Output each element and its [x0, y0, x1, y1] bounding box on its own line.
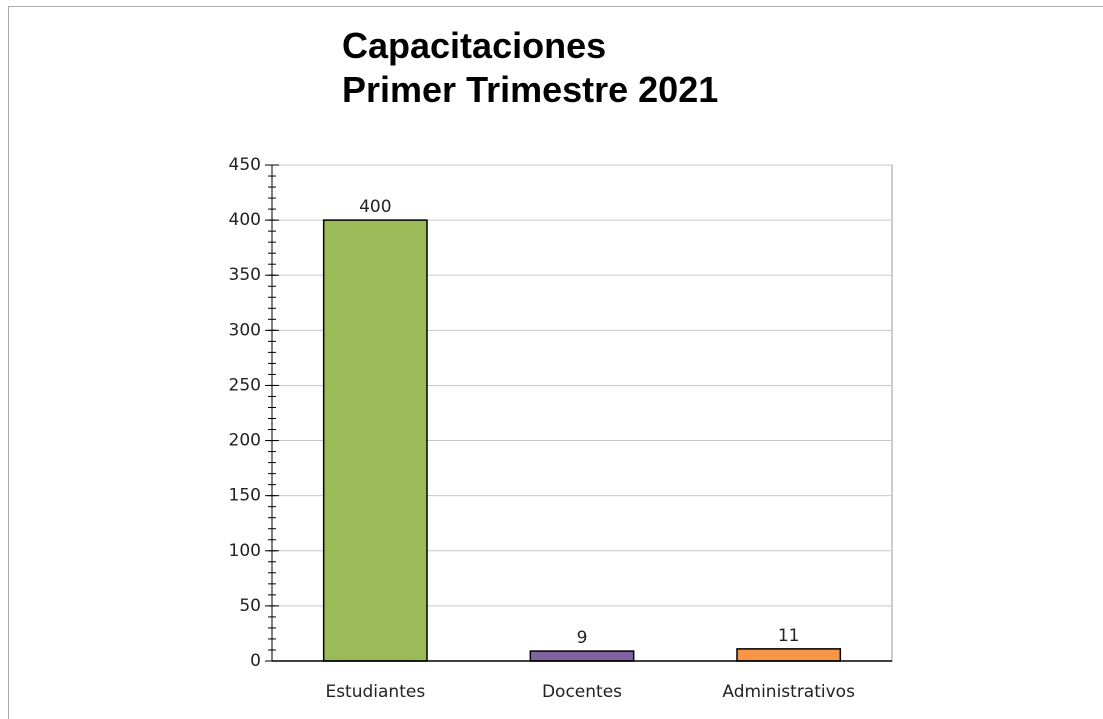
x-tick-label: Administrativos: [722, 682, 855, 702]
chart-title: Capacitaciones: [342, 25, 606, 66]
x-tick-label: Estudiantes: [325, 682, 425, 702]
y-tick-label: 300: [229, 320, 261, 340]
y-tick-label: 100: [229, 541, 261, 561]
bar: [322, 219, 428, 662]
y-tick-label: 450: [229, 155, 261, 175]
y-tick-label: 50: [239, 596, 261, 616]
value-label: 11: [778, 626, 800, 646]
frame: [8, 6, 1103, 719]
bar: [529, 650, 635, 662]
value-label: 400: [359, 197, 391, 217]
bar: [736, 648, 842, 662]
y-tick-label: 400: [229, 210, 261, 230]
y-tick-label: 0: [250, 651, 261, 671]
x-tick-label: Docentes: [542, 682, 622, 702]
y-tick-label: 200: [229, 431, 261, 451]
y-tick-label: 150: [229, 486, 261, 506]
y-tick-label: 250: [229, 375, 261, 395]
value-label: 9: [577, 628, 588, 648]
chart-title: Primer Trimestre 2021: [342, 69, 718, 110]
y-tick-label: 350: [229, 265, 261, 285]
